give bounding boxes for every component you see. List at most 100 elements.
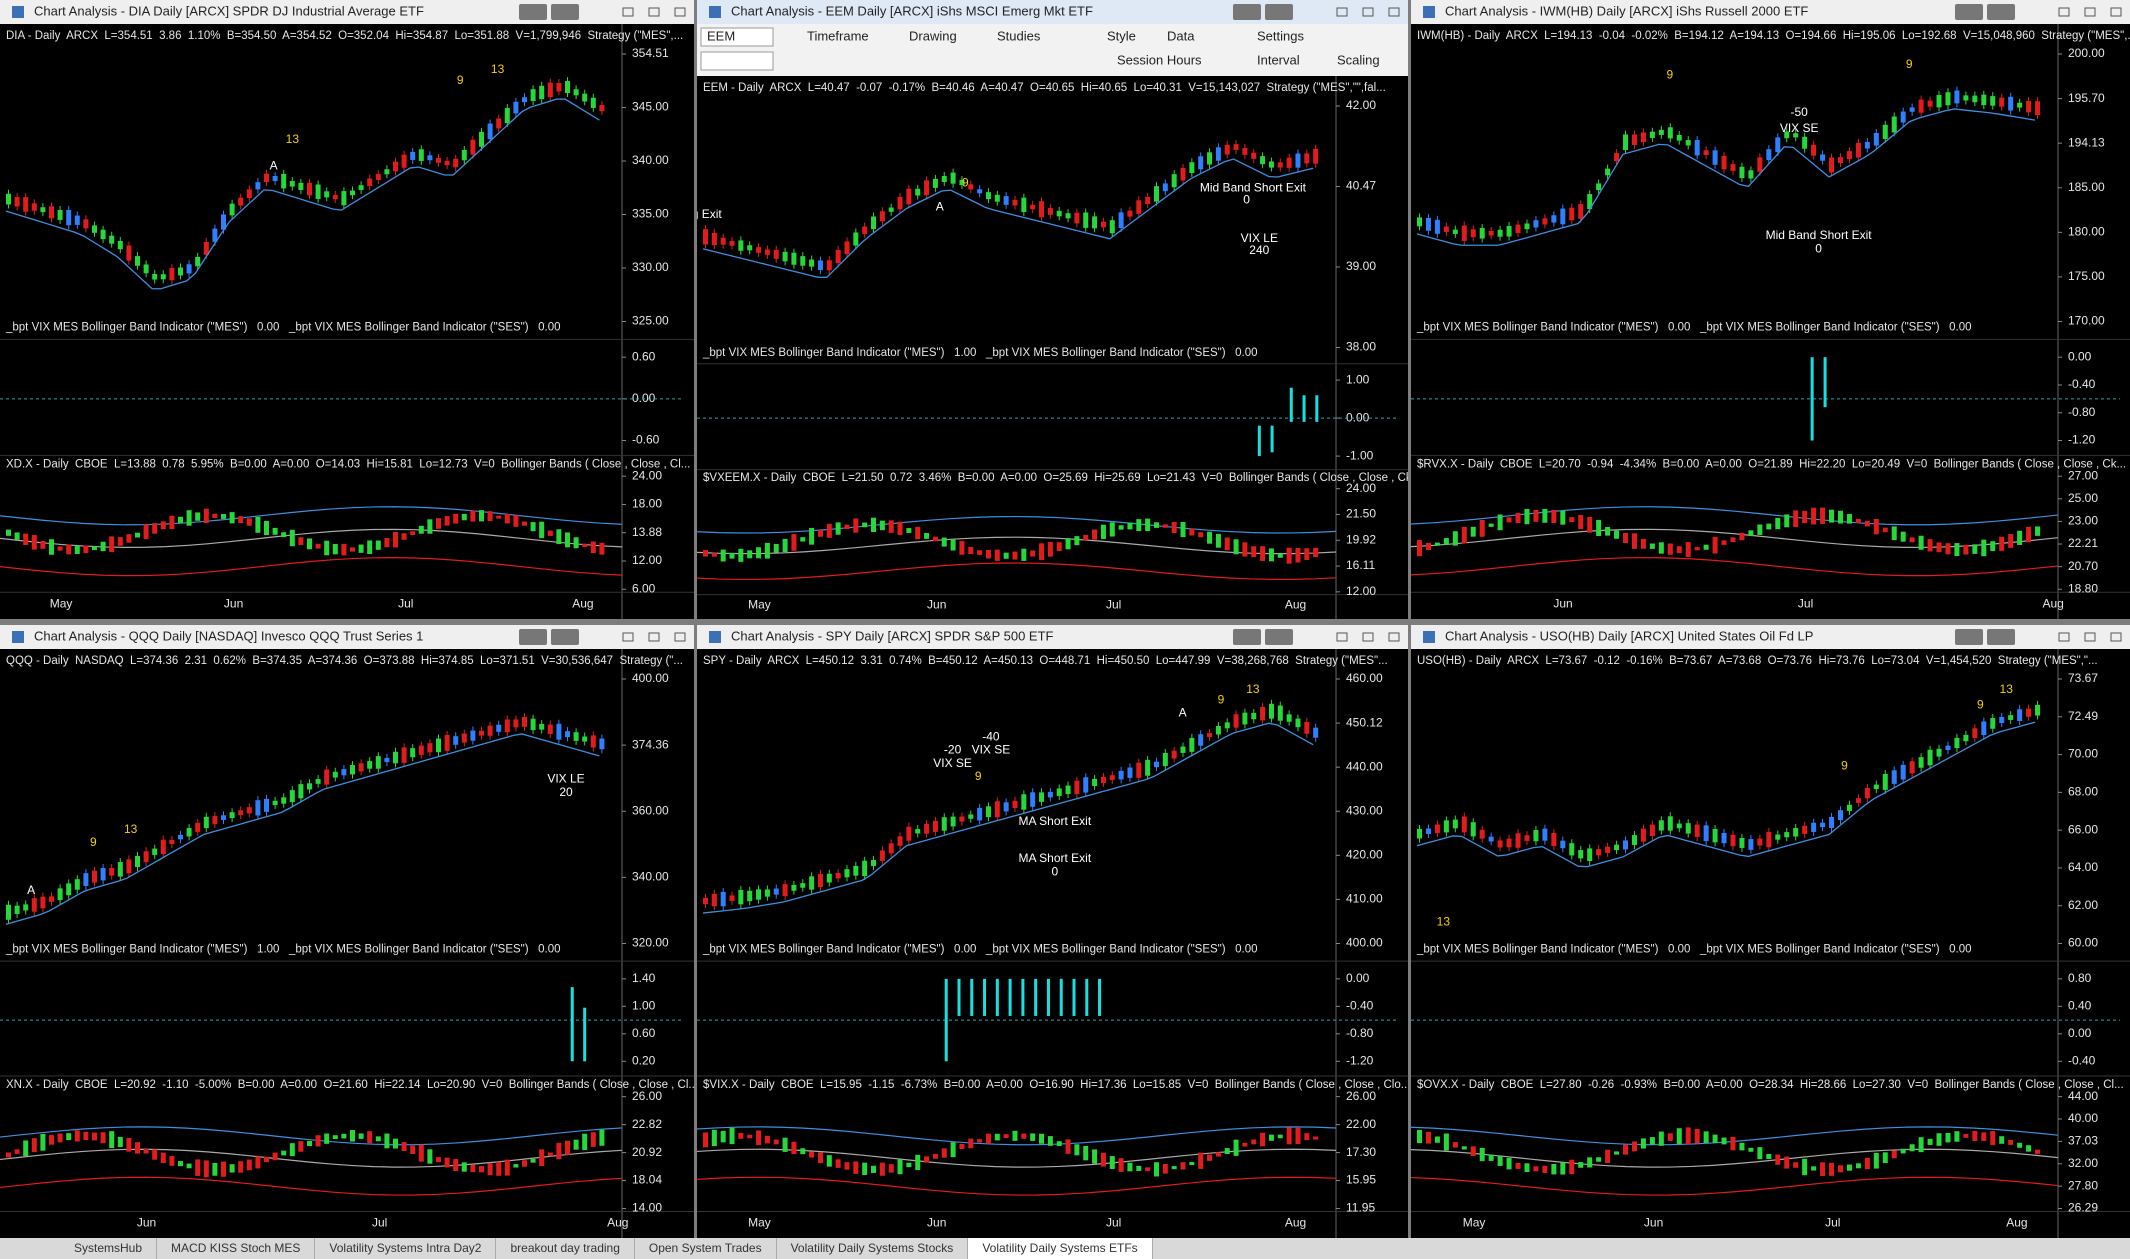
vol-candle: [924, 533, 930, 539]
candle-body: [853, 865, 859, 876]
toolbar-button[interactable]: Style: [1107, 28, 1136, 43]
window-control[interactable]: [1388, 7, 1400, 17]
window-control[interactable]: [2110, 632, 2122, 642]
candle-body: [1452, 819, 1458, 829]
bollinger-band: [1411, 1148, 2059, 1168]
moving-average: [1416, 108, 2036, 246]
window-button[interactable]: [1987, 4, 2015, 20]
window-button[interactable]: [1265, 4, 1293, 20]
workspace-tab[interactable]: Volatility Systems Intra Day2: [315, 1238, 497, 1259]
workspace-tab[interactable]: Volatility Daily Systems ETFs: [968, 1238, 1153, 1259]
candle-body: [109, 867, 115, 876]
vol-candle: [1730, 537, 1736, 543]
window-control[interactable]: [674, 632, 686, 642]
window-control[interactable]: [2084, 7, 2096, 17]
moving-average: [5, 733, 600, 925]
vol-candle: [1802, 1158, 1808, 1176]
candle-body: [109, 235, 115, 244]
date-label: Jul: [372, 1215, 387, 1229]
window-control[interactable]: [2110, 7, 2122, 17]
candle-body: [1811, 822, 1817, 832]
candle-body: [272, 175, 278, 182]
window-button[interactable]: [551, 629, 579, 645]
vol-candle: [809, 527, 815, 545]
toolbar-button[interactable]: Studies: [997, 28, 1041, 43]
toolbar-button[interactable]: Scaling: [1337, 52, 1380, 67]
vol-candle: [791, 1141, 797, 1155]
vol-candle: [1712, 1134, 1718, 1143]
candle-body: [1030, 792, 1036, 807]
candle-body: [203, 241, 209, 255]
window-button[interactable]: [1233, 4, 1261, 20]
vol-candle: [1434, 542, 1440, 546]
window-control[interactable]: [674, 7, 686, 17]
workspace-tab[interactable]: Open System Trades: [635, 1238, 777, 1259]
symbol-box-2[interactable]: [700, 51, 774, 71]
window-control[interactable]: [622, 7, 634, 17]
window-control[interactable]: [2058, 7, 2070, 17]
vol-candle: [862, 522, 868, 528]
toolbar-button[interactable]: Settings: [1257, 28, 1304, 43]
symbol-box[interactable]: [700, 27, 774, 47]
candle-body: [924, 180, 930, 196]
vol-candle: [1596, 1157, 1602, 1162]
vol-candle: [1251, 546, 1257, 558]
vol-candle: [539, 521, 545, 539]
window-button[interactable]: [519, 629, 547, 645]
toolbar-button[interactable]: Interval: [1257, 52, 1300, 67]
candle-body: [1056, 210, 1062, 217]
window-control[interactable]: [2084, 632, 2096, 642]
window-button[interactable]: [1265, 629, 1293, 645]
candle-body: [384, 169, 390, 175]
toolbar-button[interactable]: Data: [1167, 28, 1195, 43]
window-control[interactable]: [1362, 632, 1374, 642]
candle-body: [1515, 224, 1521, 234]
toolbar-button[interactable]: Timeframe: [807, 28, 869, 43]
candle-body: [40, 896, 46, 909]
window-button[interactable]: [1987, 629, 2015, 645]
vol-candle: [479, 510, 484, 522]
workspace-tab[interactable]: MACD KISS Stoch MES: [157, 1238, 316, 1259]
window-control[interactable]: [2058, 632, 2070, 642]
axis-label: 64.00: [2068, 860, 2098, 874]
toolbar-button[interactable]: Drawing: [909, 28, 957, 43]
window-control[interactable]: [648, 7, 660, 17]
window-control[interactable]: [1388, 632, 1400, 642]
window-button[interactable]: [1955, 629, 1983, 645]
window-button[interactable]: [1233, 629, 1261, 645]
candle-body: [31, 898, 37, 912]
toolbar-button[interactable]: Session Hours: [1117, 52, 1202, 67]
window-control[interactable]: [622, 632, 634, 642]
toolbar-button[interactable]: EEM: [707, 28, 735, 43]
vol-candle: [203, 1160, 209, 1178]
candle-body: [1999, 716, 2005, 724]
workspace-tab[interactable]: breakout day trading: [496, 1238, 635, 1259]
window-control[interactable]: [1336, 7, 1348, 17]
window-control[interactable]: [1336, 632, 1348, 642]
window-button[interactable]: [551, 4, 579, 20]
candle-body: [461, 149, 467, 161]
candle-body: [1918, 99, 1924, 113]
window-button[interactable]: [1955, 4, 1983, 20]
vol-candle: [1452, 1142, 1458, 1148]
vol-candle: [186, 1163, 192, 1169]
vol-header: $VIX.X - Daily CBOE L=15.95 -1.15 -6.73%…: [703, 1079, 1408, 1091]
workspace-tab[interactable]: Volatility Daily Systems Stocks: [777, 1238, 969, 1259]
workspace-tab[interactable]: SystemsHub: [60, 1238, 158, 1259]
vol-candle: [1461, 1146, 1467, 1150]
vol-candle: [1277, 1134, 1283, 1139]
window-button[interactable]: [519, 4, 547, 20]
vol-candle: [2035, 526, 2041, 536]
vol-candle: [49, 1135, 54, 1145]
window-control[interactable]: [1362, 7, 1374, 17]
vol-candle: [1551, 509, 1557, 524]
vol-candle: [1488, 523, 1494, 527]
chart-annotation: VIX SE: [933, 756, 972, 770]
vol-candle: [169, 1155, 175, 1166]
window-control[interactable]: [648, 632, 660, 642]
vol-candle: [1515, 1162, 1521, 1169]
candle-body: [1479, 829, 1485, 839]
vol-candle: [1560, 510, 1566, 525]
vol-candle: [1506, 1157, 1512, 1170]
vol-candle: [1242, 1142, 1248, 1147]
